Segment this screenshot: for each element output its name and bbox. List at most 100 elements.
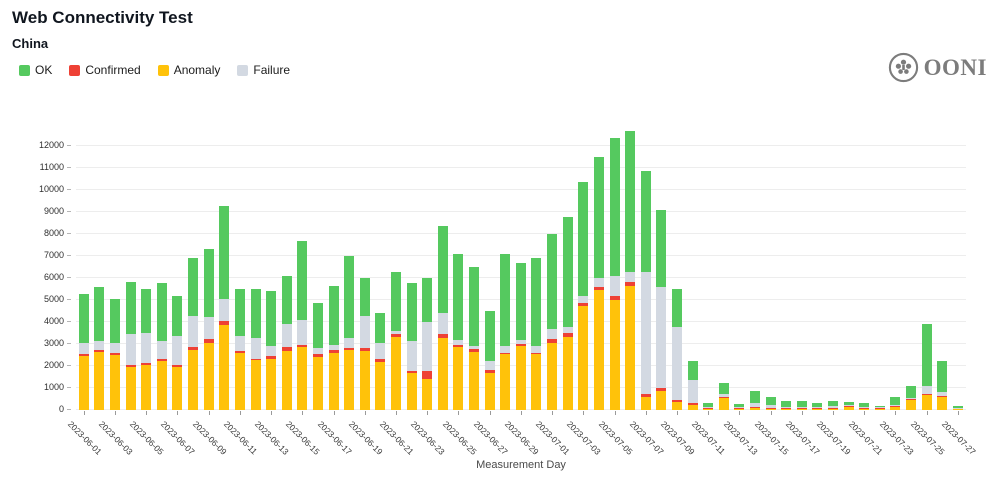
bar-2023-06-30[interactable] (531, 258, 542, 410)
bar-2023-07-23[interactable] (890, 397, 901, 410)
bar-2023-06-16[interactable] (312, 303, 323, 410)
bar-segment-ok[interactable] (453, 254, 464, 340)
bar-segment-confirmed[interactable] (593, 286, 604, 291)
bar-segment-ok[interactable] (203, 249, 214, 318)
bar-2023-07-26[interactable] (937, 361, 948, 410)
bar-segment-failure[interactable] (515, 340, 526, 344)
bar-segment-failure[interactable] (843, 405, 854, 407)
bar-segment-failure[interactable] (859, 406, 870, 408)
bar-segment-ok[interactable] (812, 403, 823, 407)
bar-segment-anomaly[interactable] (781, 408, 792, 410)
bar-segment-ok[interactable] (110, 299, 121, 343)
bar-2023-07-27[interactable] (952, 406, 963, 410)
bar-segment-ok[interactable] (765, 396, 776, 406)
bar-segment-anomaly[interactable] (625, 286, 636, 410)
bar-segment-failure[interactable] (531, 345, 542, 353)
bar-segment-failure[interactable] (250, 338, 261, 359)
bar-segment-failure[interactable] (141, 333, 152, 364)
bar-segment-failure[interactable] (547, 328, 558, 340)
bar-2023-07-06[interactable] (625, 131, 636, 410)
bar-segment-ok[interactable] (375, 313, 386, 343)
bar-segment-anomaly[interactable] (125, 367, 136, 410)
bar-segment-ok[interactable] (281, 276, 292, 325)
bar-2023-06-11[interactable] (234, 288, 245, 410)
bar-segment-ok[interactable] (406, 282, 417, 341)
bar-segment-anomaly[interactable] (609, 300, 620, 410)
bar-2023-07-11[interactable] (703, 402, 714, 410)
bar-segment-confirmed[interactable] (562, 333, 573, 337)
bar-segment-confirmed[interactable] (281, 346, 292, 351)
bar-segment-failure[interactable] (593, 278, 604, 287)
bar-segment-anomaly[interactable] (750, 407, 760, 410)
bar-2023-06-25[interactable] (453, 254, 464, 410)
bar-2023-07-03[interactable] (578, 181, 589, 410)
bar-2023-07-05[interactable] (609, 137, 620, 410)
bar-2023-07-08[interactable] (656, 210, 667, 410)
bar-segment-anomaly[interactable] (359, 350, 370, 410)
bar-segment-ok[interactable] (328, 285, 339, 346)
bar-segment-ok[interactable] (578, 181, 589, 297)
bar-2023-07-18[interactable] (812, 403, 823, 410)
bar-segment-failure[interactable] (937, 392, 948, 396)
bar-segment-failure[interactable] (406, 340, 417, 372)
bar-segment-confirmed[interactable] (359, 348, 370, 351)
bar-segment-confirmed[interactable] (921, 393, 932, 395)
bar-segment-ok[interactable] (625, 131, 636, 272)
bar-segment-ok[interactable] (219, 205, 230, 300)
bar-segment-failure[interactable] (500, 345, 511, 353)
bar-segment-ok[interactable] (390, 271, 401, 332)
bar-2023-06-13[interactable] (266, 291, 277, 410)
bar-segment-ok[interactable] (937, 361, 948, 393)
bar-segment-failure[interactable] (110, 342, 121, 354)
bar-segment-anomaly[interactable] (812, 409, 823, 410)
bar-segment-ok[interactable] (781, 400, 792, 407)
bar-segment-ok[interactable] (593, 157, 604, 279)
bar-segment-confirmed[interactable] (547, 339, 558, 343)
bar-2023-06-01[interactable] (78, 293, 89, 410)
bar-segment-ok[interactable] (172, 295, 183, 336)
bar-segment-failure[interactable] (266, 346, 277, 357)
bar-segment-ok[interactable] (671, 289, 682, 327)
bar-segment-failure[interactable] (156, 340, 167, 360)
bar-2023-06-19[interactable] (359, 278, 370, 410)
bar-segment-anomaly[interactable] (500, 354, 511, 410)
bar-segment-ok[interactable] (515, 262, 526, 341)
bar-segment-confirmed[interactable] (297, 344, 308, 348)
bar-2023-06-15[interactable] (297, 241, 308, 410)
bar-2023-06-06[interactable] (156, 283, 167, 410)
bar-segment-ok[interactable] (952, 406, 963, 408)
bar-segment-anomaly[interactable] (188, 349, 199, 410)
bar-2023-06-08[interactable] (188, 258, 199, 410)
bar-segment-anomaly[interactable] (234, 352, 245, 410)
bar-segment-failure[interactable] (219, 299, 230, 322)
bar-segment-confirmed[interactable] (515, 343, 526, 346)
bar-segment-ok[interactable] (312, 303, 323, 348)
bar-2023-06-14[interactable] (281, 276, 292, 410)
bar-segment-failure[interactable] (625, 271, 636, 283)
bar-2023-07-25[interactable] (921, 324, 932, 410)
bar-segment-confirmed[interactable] (312, 354, 323, 357)
bar-segment-failure[interactable] (718, 393, 729, 397)
bar-segment-anomaly[interactable] (110, 355, 121, 410)
bar-segment-confirmed[interactable] (437, 334, 448, 339)
bar-segment-confirmed[interactable] (640, 393, 651, 397)
bar-segment-failure[interactable] (188, 315, 199, 348)
bar-segment-anomaly[interactable] (828, 408, 839, 410)
bar-segment-confirmed[interactable] (390, 334, 401, 337)
bar-2023-07-20[interactable] (843, 402, 854, 410)
bar-segment-ok[interactable] (921, 324, 932, 386)
bar-segment-ok[interactable] (859, 402, 870, 407)
bar-segment-confirmed[interactable] (906, 399, 917, 401)
bar-segment-ok[interactable] (640, 170, 651, 272)
bar-segment-failure[interactable] (437, 312, 448, 335)
bar-segment-confirmed[interactable] (422, 371, 433, 380)
bar-segment-failure[interactable] (640, 271, 651, 394)
bar-segment-failure[interactable] (484, 361, 495, 370)
bar-segment-failure[interactable] (906, 397, 917, 400)
bar-segment-anomaly[interactable] (94, 351, 105, 410)
bar-2023-06-02[interactable] (94, 287, 105, 410)
bar-segment-confirmed[interactable] (781, 407, 792, 409)
bar-segment-anomaly[interactable] (141, 364, 152, 410)
bar-segment-anomaly[interactable] (219, 325, 230, 410)
bar-segment-anomaly[interactable] (859, 409, 870, 410)
